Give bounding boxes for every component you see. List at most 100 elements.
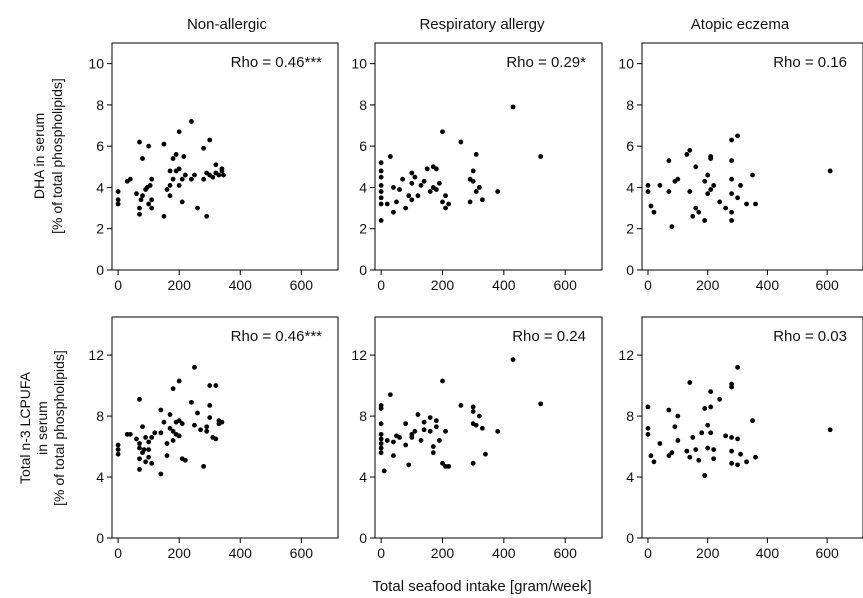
panel-n3-col3-point-5 [657, 441, 663, 446]
panel-n3-col1-point-5 [134, 436, 139, 442]
panel-dha-col3-point-2 [648, 203, 654, 209]
panel-n3-col1-point-17 [146, 447, 152, 452]
panel-dha-col2-point-19 [409, 197, 415, 203]
panel-n3-col1-point-37 [176, 433, 182, 439]
panel-dha-col1-point-47 [210, 174, 216, 180]
panel-dha-col2-point-1 [378, 168, 384, 174]
panel-dha-col1-point-31 [176, 129, 182, 135]
panel-dha-col1-point-32 [176, 182, 182, 188]
panel-dha-col2-point-12 [394, 199, 399, 205]
panel-dha-col2-point-14 [400, 176, 406, 182]
panel-n3-col1-point-48 [204, 428, 210, 434]
panel-n3-col1-point-54 [213, 436, 219, 442]
panel-n3-col2: 0 4 8 12 0 200 400 600 Rho = 0.24 [351, 316, 603, 561]
panel-n3-col3-xtick-label-200: 200 [696, 545, 720, 561]
panel-dha-col3-point-30 [729, 176, 734, 182]
panel-dha-col3-ytick-label-10: 10 [618, 56, 634, 72]
panel-dha-col3-point-19 [705, 172, 711, 178]
panel-n3-col2-point-15 [403, 421, 409, 427]
panel-n3-col2-point-30 [433, 424, 439, 430]
panel-n3-col3-point-33 [729, 460, 734, 466]
panel-n3-col1-point-27 [164, 441, 170, 446]
panel-dha-col2-point-30 [437, 180, 442, 186]
panel-n3-col1-ytick-label-4: 4 [96, 469, 104, 485]
panel-n3-col2-point-26 [427, 428, 433, 434]
panel-n3-col1-point-46 [201, 463, 207, 469]
panel-dha-col2-point-5 [378, 195, 384, 201]
panel-dha-col2-point-22 [418, 182, 424, 188]
panel-n3-col2-point-7 [378, 450, 384, 456]
panel-n3-col2-point-20 [412, 428, 418, 434]
panel-n3-col1-point-44 [195, 410, 200, 416]
panel-dha-col1-point-46 [207, 137, 213, 143]
panel-n3-col1-point-35 [176, 378, 182, 384]
panel-n3-col1-point-22 [158, 407, 164, 413]
panel-dha-col1-point-27 [170, 176, 176, 182]
panel-n3-col2-point-33 [440, 460, 445, 466]
panel-n3-col2-point-6 [378, 445, 384, 451]
panel-n3-col1-xtick-label-400: 400 [229, 545, 253, 561]
panel-dha-col2-point-6 [378, 201, 384, 207]
panel-dha-col3-point-12 [687, 189, 693, 194]
panel-dha-col3-ytick-label-8: 8 [626, 97, 634, 113]
panel-dha-col1-point-50 [216, 172, 222, 178]
panel-n3-col1-xtick-label-0: 0 [114, 545, 122, 561]
panel-n3-col3-point-12 [684, 448, 690, 454]
panel-dha-col2-xtick-label-200: 200 [431, 277, 455, 293]
panel-dha-col1-point-33 [179, 176, 185, 182]
panel-dha-col1-point-16 [147, 182, 153, 188]
panel-dha-col3-rho-annotation: Rho = 0.16 [773, 54, 847, 71]
panel-n3-col1-point-42 [192, 364, 197, 370]
panel-n3-col3-point-7 [666, 453, 672, 459]
panel-n3-col1-point-9 [137, 456, 142, 462]
panel-n3-col1-point-23 [158, 430, 164, 436]
col-title-non-allergic: Non-allergic [187, 16, 268, 33]
panel-n3-col3-point-8 [669, 450, 675, 456]
panel-dha-col3-point-20 [705, 191, 711, 197]
panel-n3-col1-ytick-label-0: 0 [96, 530, 104, 546]
panel-n3-col2-point-45 [483, 451, 488, 457]
panel-dha-col3-point-28 [729, 209, 734, 215]
panel-dha-col2-point-8 [384, 201, 390, 207]
panel-dha-col3-xtick-label-200: 200 [696, 277, 720, 293]
panel-n3-col1-point-40 [182, 457, 188, 463]
panel-n3-col1-ytick-label-12: 12 [88, 347, 104, 363]
panel-dha-col3-point-0 [645, 182, 651, 188]
panel-n3-col3-point-17 [696, 457, 702, 463]
panel-dha-col2-point-47 [538, 154, 544, 159]
panel-dha-col1-rho-annotation: Rho = 0.46*** [231, 54, 322, 71]
panel-n3-col2-xtick-label-0: 0 [377, 545, 385, 561]
panel-dha-col1-point-11 [140, 156, 145, 161]
panel-dha-col2-point-34 [443, 205, 448, 211]
panel-n3-col3-point-9 [672, 424, 678, 430]
panel-n3-col1: 0 4 8 12 0 200 400 600 Rho = 0.46*** [88, 316, 339, 561]
panel-n3-col1-point-6 [137, 396, 142, 402]
panel-n3-col3-point-36 [735, 436, 740, 442]
panel-n3-col1-point-28 [167, 412, 173, 417]
panel-n3-col3-xtick-label-400: 400 [756, 545, 780, 561]
panel-dha-col2-point-28 [433, 166, 439, 172]
panel-dha-col2-point-41 [473, 152, 479, 157]
panel-dha-col1-point-48 [213, 162, 219, 168]
panel-n3-col2-point-3 [378, 431, 384, 437]
panel-n3-col1-point-7 [137, 441, 142, 446]
panel-dha-col1-xtick-label-600: 600 [290, 277, 314, 293]
panel-dha-col1-ytick-label-10: 10 [88, 56, 104, 72]
panel-dha-col2-point-3 [378, 182, 384, 188]
panel-n3-col3-xtick-label-0: 0 [644, 545, 652, 561]
panel-n3-col1-point-50 [207, 383, 213, 388]
panel-n3-col2-point-39 [470, 409, 476, 414]
panel-n3-col2-point-31 [437, 438, 442, 443]
panel-n3-col1-point-53 [213, 383, 219, 388]
panel-dha-col1-ytick-label-0: 0 [96, 262, 104, 278]
panel-n3-col2-point-8 [381, 468, 387, 474]
col-title-atopic-eczema: Atopic eczema [691, 16, 790, 33]
panel-n3-col1-point-51 [207, 415, 213, 420]
panel-n3-col3-point-34 [729, 448, 734, 454]
panel-dha-col2-point-21 [415, 193, 421, 199]
panel-n3-col1-point-20 [149, 460, 155, 466]
panel-dha-col2-point-40 [470, 178, 476, 184]
panel-dha-col2-point-16 [406, 193, 412, 199]
panel-n3-col2-ytick-label-0: 0 [359, 530, 367, 546]
panel-dha-col1-point-5 [134, 191, 139, 197]
